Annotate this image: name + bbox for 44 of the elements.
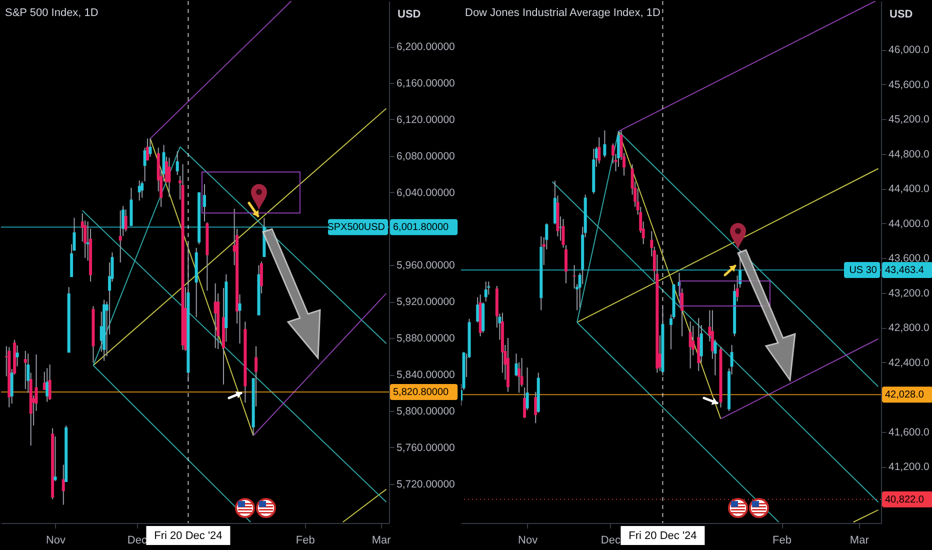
x-tick-label: Mar [372,534,392,546]
y-axis-title: USD [398,8,421,20]
ref-line-label: Fri 20 Dec '24 [154,530,222,542]
y-tick-label: 5,800.00000 [396,405,456,418]
annotation: SPX500USD [327,222,385,234]
x-tick-label: Feb [296,534,315,546]
x-tick-label: Nov [46,534,66,546]
ref-line-label: 43,463.4 [885,264,924,276]
y-tick-label: 41,600.0 [888,426,930,438]
x-tick-label: Feb [772,534,792,546]
annotation: US 30 [849,264,878,276]
y-tick-label: 5,920.00000 [396,296,456,308]
y-tick-label: 5,720.00000 [396,478,456,490]
y-tick-label: 43,200.0 [888,287,930,300]
y-tick-label: 44,000.0 [888,218,930,230]
text: S&P 500 Index, 1D [5,7,98,19]
y-tick-label: 5,880.00000 [396,332,456,345]
y-tick-label: 44,800.0 [888,148,930,160]
ref-line-label: 6,001.80000 [393,222,450,234]
ref-line-label: Fri 20 Dec '24 [628,530,697,542]
y-tick-label: 42,800.0 [888,322,930,334]
y-tick-label: 43,600.0 [888,252,930,265]
y-tick-label: 6,120.00000 [396,114,456,126]
text: Dow Jones Industrial Average Index, 1D [465,7,661,19]
y-tick-label: 6,040.00000 [396,186,456,199]
x-tick-label: Nov [518,534,538,546]
ref-line-label: 5,820.80000 [393,387,450,398]
y-tick-label: 45,600.0 [888,78,930,91]
y-tick-label: 6,080.00000 [396,150,456,162]
x-tick-label: Mar [850,534,870,546]
y-tick-label: 44,400.0 [888,183,930,196]
y-axis-title: USD [890,8,913,20]
y-tick-label: 42,400.0 [888,356,930,369]
x-tick-label: Dec [600,534,621,546]
y-tick-label: 46,000.0 [888,44,930,56]
y-tick-label: 5,760.00000 [396,442,456,454]
y-tick-label: 6,200.00000 [396,41,456,54]
y-tick-label: 41,200.0 [888,461,930,474]
ref-line-label: 40,822.0 [885,494,924,506]
y-tick-label: 6,160.00000 [396,77,456,90]
ref-line-label: 42,028.0 [885,390,924,401]
y-tick-label: 45,200.0 [888,114,930,126]
y-tick-label: 5,960.00000 [396,260,456,272]
y-tick-label: 5,840.00000 [396,369,456,382]
